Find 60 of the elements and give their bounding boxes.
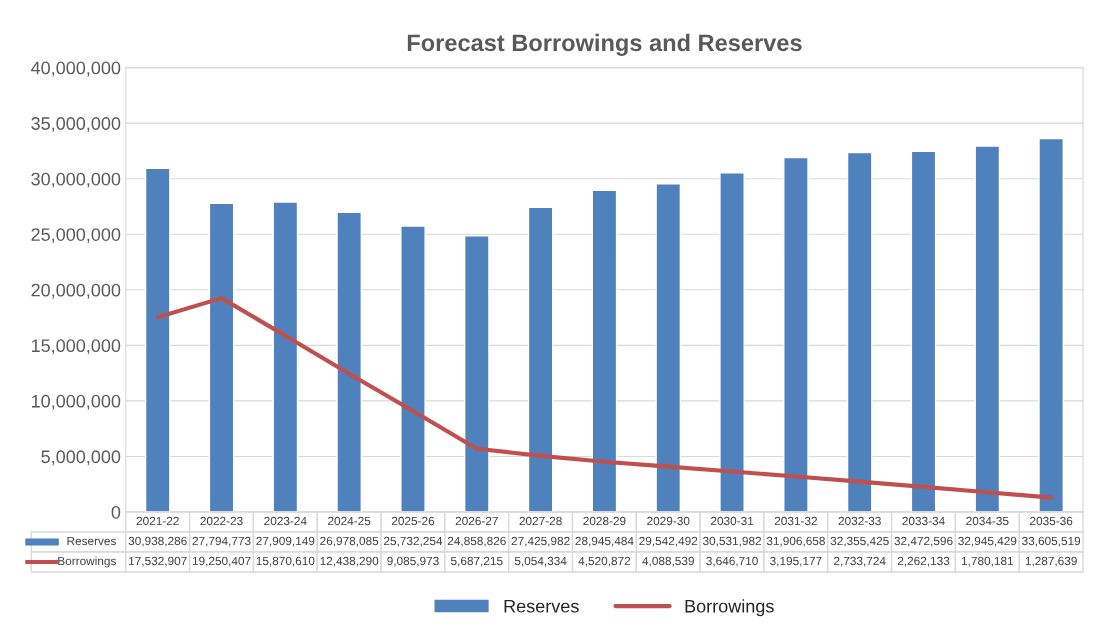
text: Borrowings xyxy=(685,599,774,617)
data-label: 3,195,177 xyxy=(770,556,822,567)
data-label: 26,978,085 xyxy=(320,536,379,547)
data-label: 33,605,519 xyxy=(1022,536,1081,547)
x-tick-label: 2021-22 xyxy=(136,516,179,526)
line-series xyxy=(155,296,1054,500)
data-label: 19,250,407 xyxy=(192,556,251,567)
x-tick-label: 2034-35 xyxy=(966,516,1009,526)
data-label: 1,780,181 xyxy=(961,556,1014,567)
data-label: 4,520,872 xyxy=(578,556,631,567)
data-label: 27,909,149 xyxy=(256,536,315,547)
data-label: 5,054,334 xyxy=(514,556,567,567)
x-tick-label: 2026-27 xyxy=(455,516,498,526)
data-label: 25,732,254 xyxy=(384,536,443,547)
data-label: 2,262,133 xyxy=(897,556,950,567)
data-label: 9,085,973 xyxy=(387,556,439,567)
x-tick-label: 2033-34 xyxy=(902,516,945,526)
y-tick-label: 10,000,000 xyxy=(31,394,121,410)
x-tick-label: 2024-25 xyxy=(328,516,371,526)
data-label: 4,088,539 xyxy=(642,556,694,567)
x-tick-label: 2028-29 xyxy=(583,516,626,526)
x-tick-label: 2030-31 xyxy=(711,516,754,526)
x-tick-label: 2031-32 xyxy=(774,516,817,526)
x-tick-label: 2022-23 xyxy=(200,516,243,526)
y-tick-label: 35,000,000 xyxy=(31,117,121,133)
x-tick-label: 2029-30 xyxy=(647,516,690,526)
data-label: 1,287,639 xyxy=(1025,556,1077,567)
data-label: 27,794,773 xyxy=(192,536,251,547)
y-tick-label: 30,000,000 xyxy=(31,172,121,188)
data-label: 30,531,982 xyxy=(702,536,762,547)
y-tick-label: 15,000,000 xyxy=(31,339,121,355)
data-label: 27,425,982 xyxy=(511,536,570,547)
x-tick-label: 2035-36 xyxy=(1030,516,1073,526)
y-tick-label: 5,000,000 xyxy=(41,450,121,466)
data-label: 2,733,724 xyxy=(834,556,886,567)
y-tick-label: 0 xyxy=(111,505,121,519)
data-label: 32,355,425 xyxy=(830,536,889,547)
data-label: 3,646,710 xyxy=(706,556,758,567)
legend-label: Borrowings xyxy=(58,556,116,568)
legend-label: Reserves xyxy=(67,536,116,546)
y-tick-label: 40,000,000 xyxy=(31,61,121,77)
y-tick-label: 25,000,000 xyxy=(31,228,121,244)
data-label: 28,945,484 xyxy=(575,536,634,547)
data-label: 32,945,429 xyxy=(958,536,1017,547)
data-label: 24,858,826 xyxy=(447,536,506,547)
chart-title: Forecast Borrowings and Reserves xyxy=(407,33,802,56)
data-label: 32,472,596 xyxy=(894,536,953,547)
data-label: 17,532,907 xyxy=(129,556,187,567)
data-label: 12,438,290 xyxy=(320,556,379,567)
data-label: 30,938,286 xyxy=(128,536,187,547)
data-label: 15,870,610 xyxy=(256,556,315,567)
data-label: 29,542,492 xyxy=(639,536,698,547)
x-tick-label: 2023-24 xyxy=(264,516,307,526)
data-label: 5,687,215 xyxy=(451,556,503,567)
x-tick-label: 2027-28 xyxy=(519,516,562,526)
text: Reserves xyxy=(504,599,579,613)
x-tick-label: 2032-33 xyxy=(838,516,881,526)
data-label: 31,906,658 xyxy=(766,536,825,547)
y-tick-label: 20,000,000 xyxy=(31,283,121,299)
x-tick-label: 2025-26 xyxy=(391,516,435,526)
